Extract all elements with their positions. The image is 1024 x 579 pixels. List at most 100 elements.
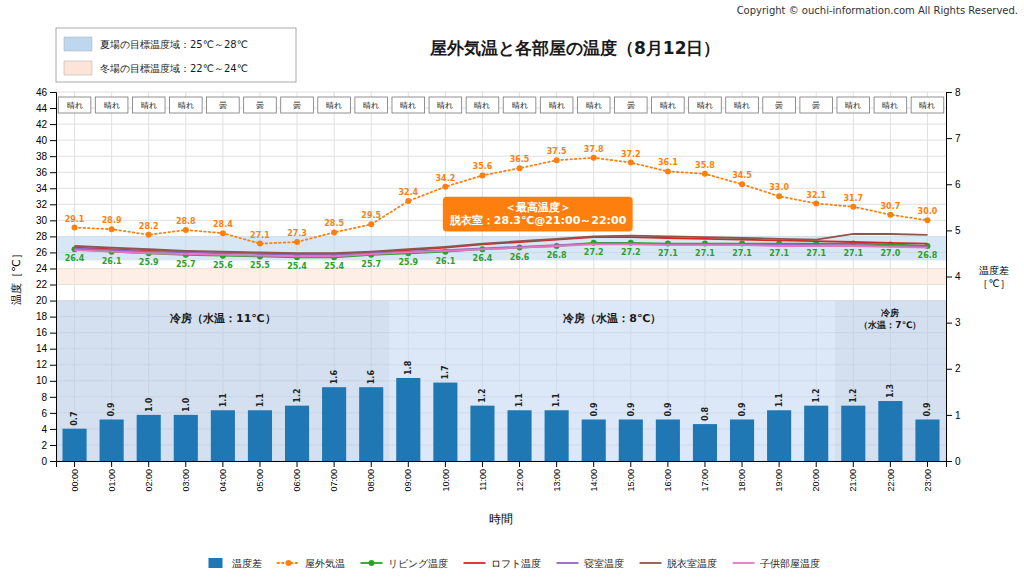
point-label: 29.5 (361, 211, 381, 220)
tick: 4 (41, 424, 56, 435)
point-label: 30.0 (918, 207, 938, 216)
grid-line-y (56, 188, 946, 189)
tick-label: 21:00 (848, 469, 858, 492)
tick-label: 40 (36, 135, 48, 146)
marker (146, 232, 152, 238)
bar-label: 1.7 (441, 365, 450, 379)
bar-label: 1.0 (145, 397, 154, 412)
weather-box (58, 97, 91, 113)
tick: 16 (36, 327, 56, 338)
tick-label: 4 (41, 424, 47, 435)
weather-row: 晴れ晴れ晴れ晴れ曇曇曇晴れ晴れ晴れ晴れ晴れ晴れ晴れ晴れ曇晴れ晴れ晴れ曇曇晴れ晴れ… (58, 97, 944, 113)
bar-label: 1.2 (293, 388, 302, 402)
grid-line-y (56, 140, 946, 141)
tick-label: 6 (955, 179, 961, 190)
point-label: 25.9 (139, 258, 159, 267)
tick-mark (50, 461, 56, 462)
weather-label: 曇 (627, 101, 635, 110)
weather-label: 晴れ (845, 101, 861, 110)
tick-label: 15:00 (626, 469, 636, 492)
weather-label: 晴れ (474, 101, 490, 110)
point-label: 27.0 (881, 249, 901, 258)
y-axis-title: 温度［℃］ (10, 248, 23, 304)
bar-label: 0.8 (701, 406, 710, 421)
weather-box (355, 97, 388, 113)
bar (322, 387, 346, 461)
legend-swatch (640, 562, 662, 564)
bar (878, 401, 902, 461)
tick-mark (816, 461, 817, 467)
bar (804, 406, 828, 461)
tick-label: 00:00 (70, 469, 80, 492)
tick-label: 8 (41, 392, 47, 403)
tick-mark (50, 317, 56, 318)
tick-label: 36 (36, 167, 48, 178)
tick-mark (50, 92, 56, 93)
weather-box (540, 97, 573, 113)
weather-label: 晴れ (734, 101, 750, 110)
tick-label: 22:00 (886, 469, 896, 492)
tick-label: 18 (36, 311, 48, 322)
ac-zone (390, 301, 835, 461)
legend-label: 子供部屋温度 (760, 558, 820, 569)
bar-label: 1.8 (404, 360, 413, 375)
text-line: 脱衣室：28.3℃@21:00～22:00 (449, 214, 627, 227)
legend-label: ロフト温度 (491, 558, 541, 569)
legend-item: 子供部屋温度 (733, 558, 820, 569)
tick-mark (519, 461, 520, 467)
legend-marker (369, 560, 375, 566)
weather-label: 晴れ (141, 101, 157, 110)
tick-label: 24 (36, 263, 48, 274)
tick-mark (946, 277, 952, 278)
bar (433, 383, 457, 461)
tick: 6 (946, 179, 961, 190)
tick-label: 11:00 (478, 469, 488, 491)
bar-label: 1.2 (812, 388, 821, 402)
tick-mark (946, 184, 952, 185)
tick-label: 7 (955, 133, 961, 144)
weather-label: 晴れ (660, 101, 676, 110)
weather-box (763, 97, 796, 113)
text-line: 温度差 (979, 265, 1009, 276)
weather-label: 晴れ (104, 101, 120, 110)
weather-box (874, 97, 907, 113)
tick: 0 (41, 456, 56, 467)
tick-label: 2 (41, 440, 47, 451)
tick: 18 (36, 311, 56, 322)
weather-box (318, 97, 351, 113)
point-label: 27.2 (584, 248, 604, 257)
point-label: 28.8 (176, 217, 196, 226)
tick-label: 13:00 (552, 469, 562, 492)
tick-label: 17:00 (700, 469, 710, 492)
tick-mark (148, 461, 149, 467)
point-label: 25.4 (287, 262, 307, 271)
ac-zone (56, 301, 390, 461)
tick-label: 5 (955, 225, 961, 236)
tick: 23:00 (923, 461, 933, 492)
bar-label: 0.9 (627, 402, 636, 417)
tick-label: 12:00 (515, 469, 525, 492)
tick-label: 20 (36, 295, 48, 306)
marker (257, 241, 263, 247)
weather-box (689, 97, 722, 113)
weather-label: 晴れ (67, 101, 83, 110)
tick: 10:00 (441, 461, 451, 492)
tick-mark (334, 461, 335, 467)
point-label: 27.1 (250, 231, 270, 240)
text-line: （水温：7℃） (859, 320, 921, 330)
tick-label: 20:00 (811, 469, 821, 492)
tick-mark (946, 369, 952, 370)
tick: 2 (41, 440, 56, 451)
tick-label: 46 (36, 87, 48, 98)
bar (767, 410, 791, 461)
tick: 34 (36, 183, 56, 194)
tick: 24 (36, 263, 56, 274)
legend-label: 脱衣室温度 (667, 558, 717, 569)
marker (813, 201, 819, 207)
tick: 00:00 (70, 461, 80, 492)
tick-mark (50, 445, 56, 446)
bar (656, 419, 680, 461)
bar-label: 1.1 (552, 393, 561, 408)
marker (479, 172, 485, 178)
marker (72, 225, 78, 231)
